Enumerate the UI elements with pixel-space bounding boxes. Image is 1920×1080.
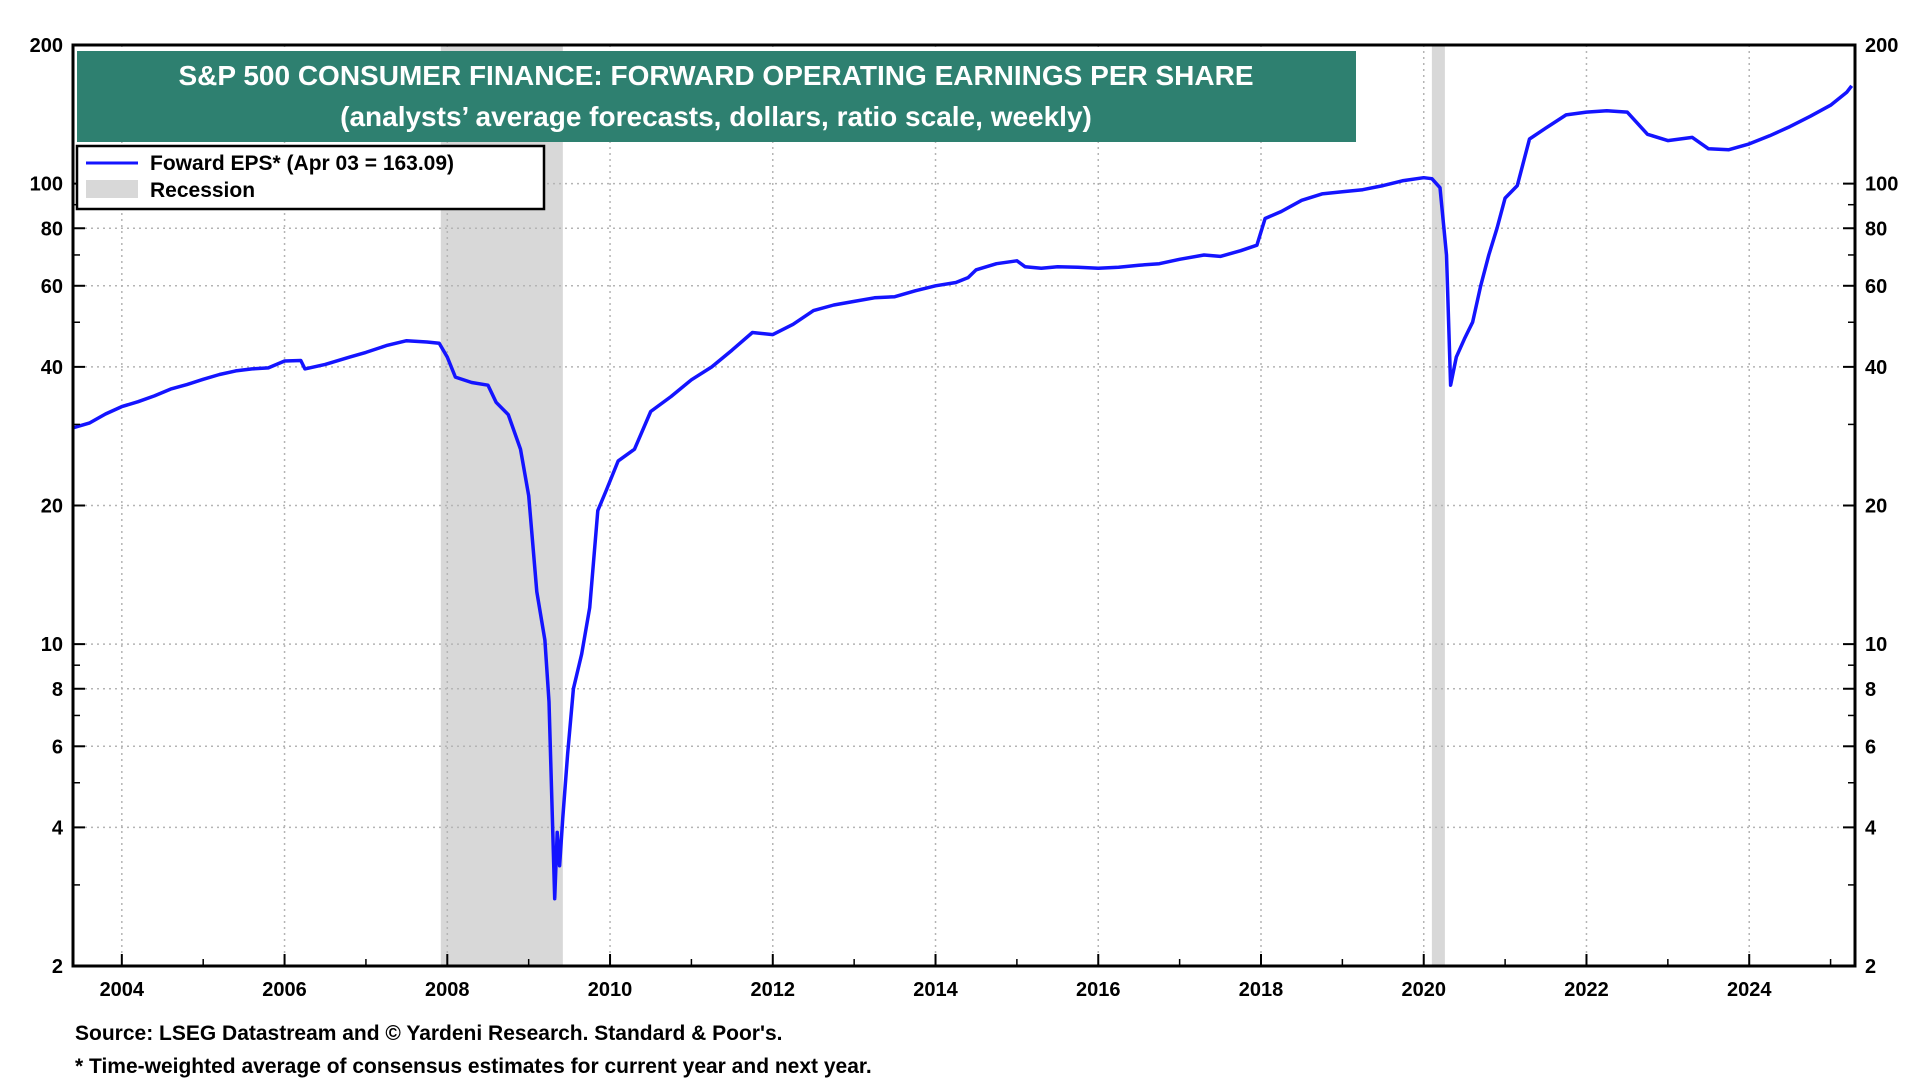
x-tick-label-2022: 2022 [1564, 979, 1609, 1001]
x-tick-label-2006: 2006 [262, 979, 307, 1001]
y-tick-label-right-4: 4 [1865, 817, 1877, 839]
x-tick-label-2020: 2020 [1401, 979, 1446, 1001]
y-tick-label-right-40: 40 [1865, 357, 1887, 379]
title-background [77, 51, 1356, 142]
y-tick-label-left-4: 4 [52, 817, 64, 839]
title-box: S&P 500 CONSUMER FINANCE: FORWARD OPERAT… [77, 51, 1356, 142]
y-tick-label-left-100: 100 [30, 174, 63, 196]
legend-band-swatch [86, 180, 138, 198]
y-tick-label-left-80: 80 [41, 218, 63, 240]
recession-bands [440, 45, 1445, 966]
y-tick-label-right-2: 2 [1865, 956, 1876, 978]
y-tick-label-left-200: 200 [30, 35, 63, 57]
y-tick-label-left-60: 60 [41, 276, 63, 298]
y-tick-label-right-60: 60 [1865, 276, 1887, 298]
legend-box [75, 144, 546, 211]
y-tick-label-left-2: 2 [52, 956, 63, 978]
footer-source: Source: LSEG Datastream and © Yardeni Re… [75, 1022, 782, 1045]
series-line-forward-eps [72, 84, 1854, 901]
legend: Foward EPS* (Apr 03 = 163.09) Recession [75, 144, 546, 211]
legend-label-recession: Recession [150, 179, 255, 202]
series-layer [72, 84, 1854, 901]
x-tick-label-2004: 2004 [100, 979, 145, 1001]
y-tick-label-left-8: 8 [52, 679, 63, 701]
y-tick-label-right-200: 200 [1865, 35, 1898, 57]
footer-note: * Time-weighted average of consensus est… [75, 1055, 872, 1078]
x-tick-label-2018: 2018 [1239, 979, 1284, 1001]
x-tick-label-2012: 2012 [751, 979, 796, 1001]
y-tick-label-right-8: 8 [1865, 679, 1876, 701]
x-tick-label-2014: 2014 [913, 979, 958, 1001]
legend-label-eps: Foward EPS* (Apr 03 = 163.09) [150, 152, 454, 175]
y-tick-label-left-6: 6 [52, 736, 63, 758]
y-tick-label-left-20: 20 [41, 496, 63, 518]
recession-band-2 [1431, 45, 1445, 966]
chart-subtitle: (analysts’ average forecasts, dollars, r… [340, 101, 1092, 132]
x-tick-label-2010: 2010 [588, 979, 633, 1001]
x-tick-label-2016: 2016 [1076, 979, 1121, 1001]
y-tick-label-left-40: 40 [41, 357, 63, 379]
y-tick-label-right-80: 80 [1865, 218, 1887, 240]
chart-title: S&P 500 CONSUMER FINANCE: FORWARD OPERAT… [178, 60, 1253, 91]
y-tick-label-right-6: 6 [1865, 736, 1876, 758]
x-tick-label-2024: 2024 [1727, 979, 1772, 1001]
y-tick-label-right-20: 20 [1865, 496, 1887, 518]
y-tick-label-left-10: 10 [41, 634, 63, 656]
y-tick-label-right-100: 100 [1865, 174, 1898, 196]
x-tick-label-2008: 2008 [425, 979, 470, 1001]
y-tick-label-right-10: 10 [1865, 634, 1887, 656]
